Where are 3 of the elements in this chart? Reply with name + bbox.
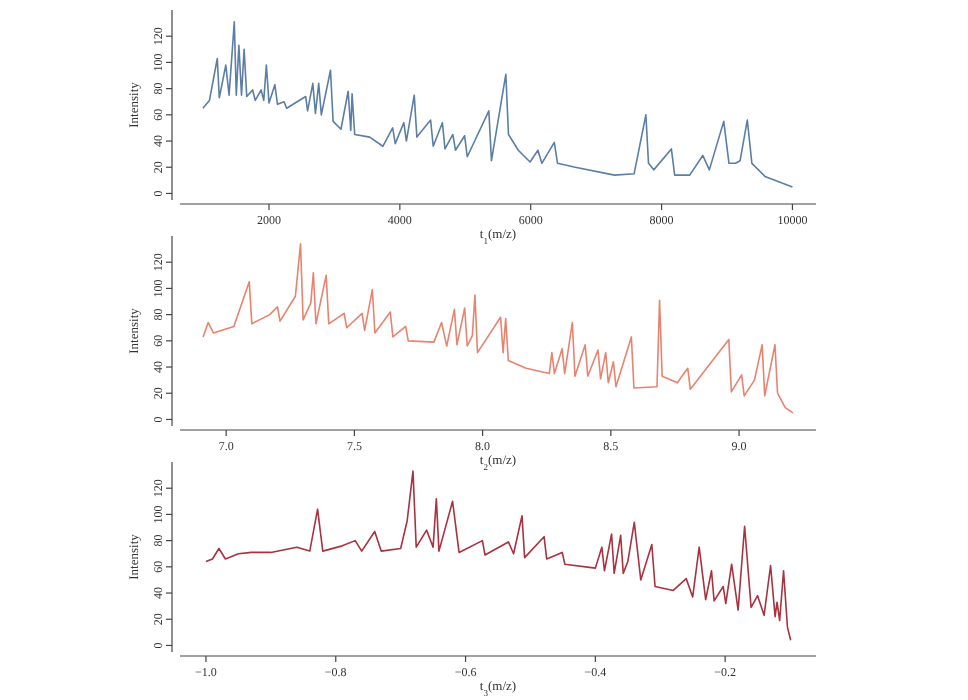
line-series (202, 20, 794, 188)
line-series (205, 470, 792, 642)
line-series (202, 243, 794, 414)
